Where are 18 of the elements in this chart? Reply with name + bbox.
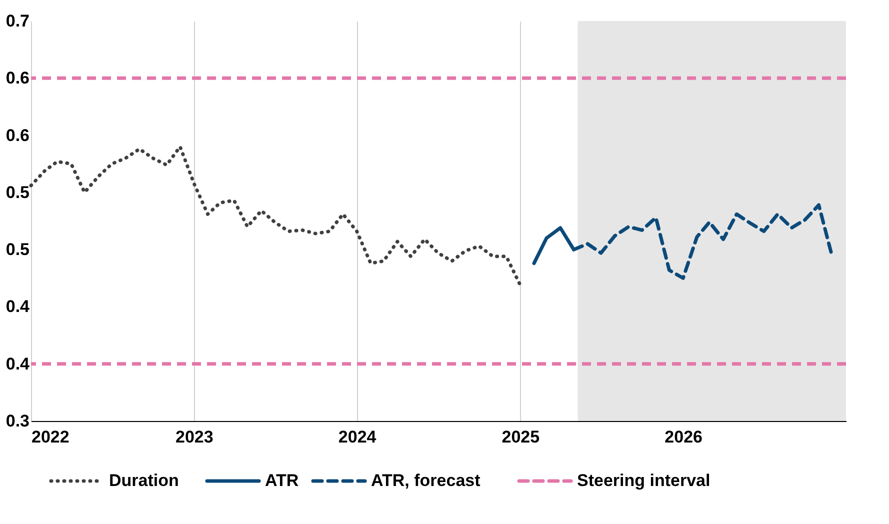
y-tick-label: 0.4	[6, 354, 30, 374]
x-tick-label: 2024	[338, 428, 377, 446]
x-tick-label: 2026	[664, 428, 703, 446]
y-tick-label: 0.4	[6, 297, 30, 316]
y-tick-label: 0.5	[6, 182, 30, 202]
y-tick-label: 0.6	[6, 68, 30, 88]
y-tick-label: 0.3	[6, 412, 30, 430]
x-tick-label: 2023	[175, 428, 214, 446]
x-tick-label: 2022	[32, 428, 70, 446]
x-tick-label: 2025	[502, 428, 540, 446]
legend-label: ATR	[265, 471, 299, 490]
y-tick-label: 0.6	[6, 126, 30, 145]
legend-label: Steering interval	[577, 471, 710, 490]
y-tick-label: 0.5	[6, 240, 30, 260]
legend-label: Duration	[109, 471, 179, 490]
legend-label: ATR, forecast	[371, 471, 481, 490]
line-series	[29, 144, 522, 287]
y-tick-label: 0.7	[6, 12, 30, 30]
